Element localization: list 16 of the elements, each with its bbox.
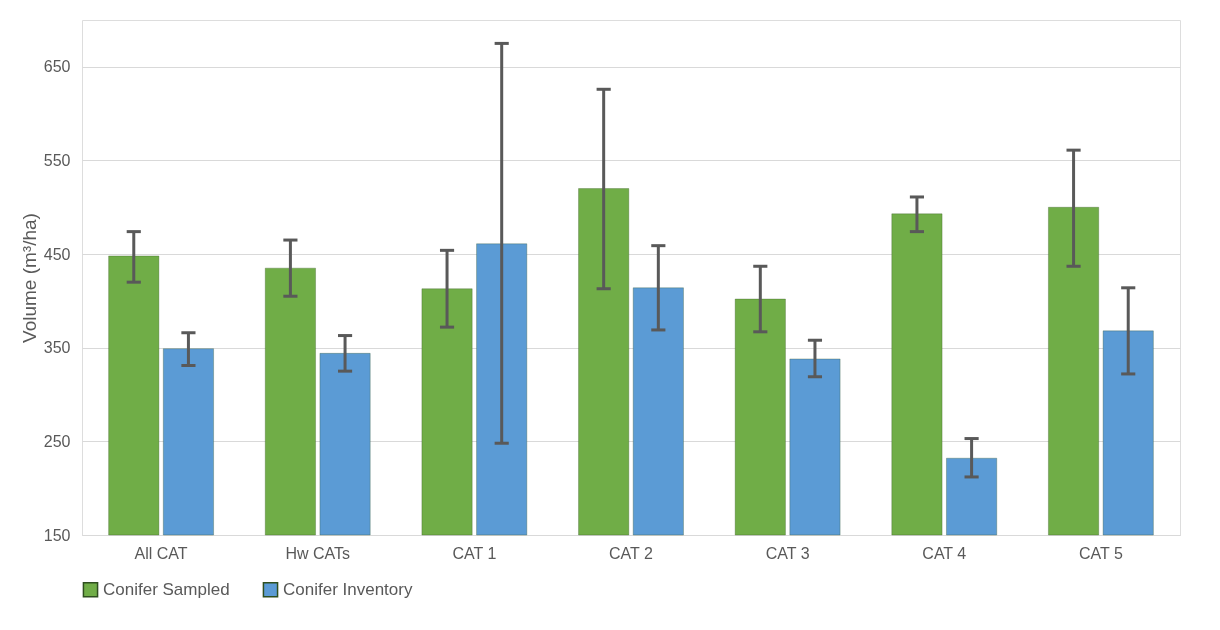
x-tick-label: CAT 2	[609, 544, 654, 562]
y-tick-label: 450	[43, 245, 71, 263]
y-tick-label: 350	[43, 339, 71, 357]
y-axis-title: Volume (m³/ha)	[18, 213, 40, 343]
x-tick-label: Hw CATs	[285, 544, 351, 562]
x-tick-label: CAT 5	[1078, 544, 1123, 562]
x-tick-label: All CAT	[134, 544, 188, 562]
x-tick-label: CAT 3	[765, 544, 810, 562]
x-tick-label: CAT 4	[922, 544, 967, 562]
y-tick-label: 250	[43, 432, 71, 450]
y-tick-label: 150	[43, 526, 71, 544]
y-tick-label: 650	[43, 58, 71, 76]
legend-label: Conifer Sampled	[103, 579, 230, 599]
x-tick-label: CAT 1	[452, 544, 497, 562]
y-tick-label: 550	[43, 151, 71, 169]
legend-label: Conifer Inventory	[283, 579, 413, 599]
